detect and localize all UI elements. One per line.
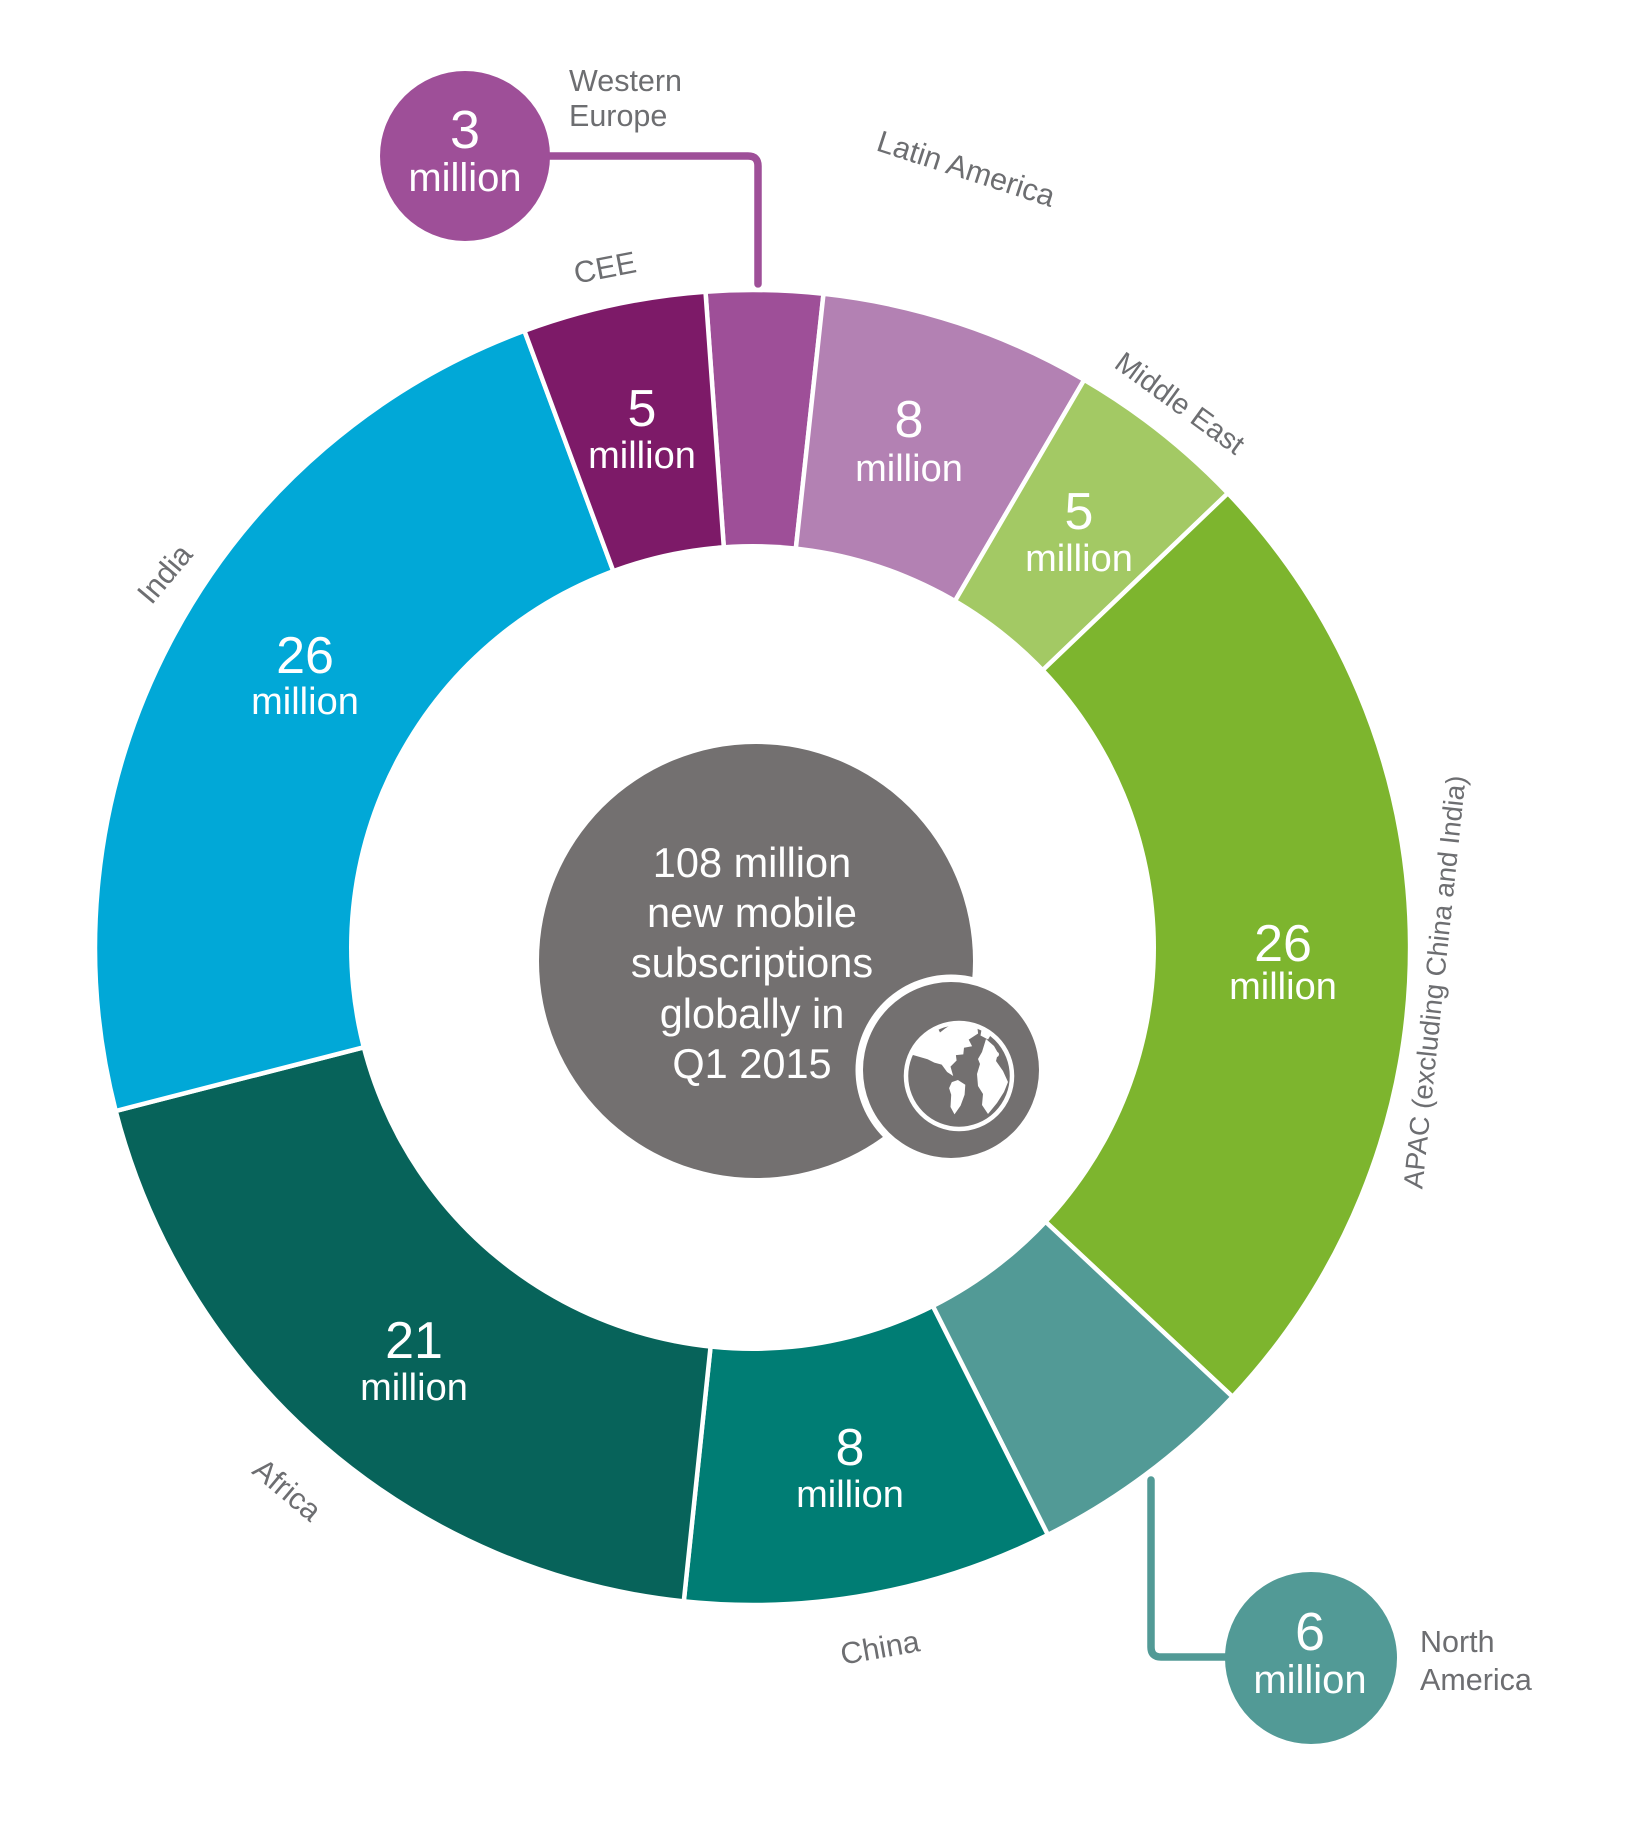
svg-text:million: million: [251, 681, 359, 723]
svg-text:million: million: [408, 156, 521, 200]
svg-text:6: 6: [1295, 1602, 1325, 1662]
svg-text:America: America: [1420, 1663, 1532, 1697]
svg-text:8: 8: [895, 391, 924, 449]
svg-text:Latin America: Latin America: [873, 124, 1059, 213]
svg-text:China: China: [838, 1624, 922, 1671]
svg-text:108 million: 108 million: [653, 839, 851, 886]
svg-text:26: 26: [1254, 915, 1312, 973]
svg-text:5: 5: [1065, 483, 1094, 541]
svg-text:million: million: [1229, 966, 1337, 1008]
svg-text:Q1 2015: Q1 2015: [672, 1040, 831, 1087]
svg-text:North: North: [1420, 1625, 1495, 1659]
svg-text:3: 3: [450, 100, 480, 160]
svg-text:million: million: [360, 1367, 468, 1409]
svg-text:subscriptions: subscriptions: [631, 939, 873, 986]
svg-text:CEE: CEE: [571, 245, 639, 290]
svg-text:Western: Western: [569, 64, 682, 98]
svg-text:globally in: globally in: [660, 990, 845, 1037]
svg-text:8: 8: [836, 1419, 865, 1477]
svg-text:million: million: [1025, 538, 1133, 580]
svg-text:million: million: [1253, 1658, 1366, 1702]
svg-text:21: 21: [385, 1312, 443, 1370]
svg-text:million: million: [855, 448, 963, 490]
svg-text:India: India: [131, 538, 200, 611]
svg-text:5: 5: [628, 380, 657, 438]
svg-text:26: 26: [276, 627, 334, 685]
svg-text:million: million: [796, 1474, 904, 1516]
svg-text:new mobile: new mobile: [647, 889, 857, 936]
svg-text:Europe: Europe: [569, 99, 667, 133]
svg-text:Africa: Africa: [246, 1452, 328, 1528]
svg-text:million: million: [588, 435, 696, 477]
